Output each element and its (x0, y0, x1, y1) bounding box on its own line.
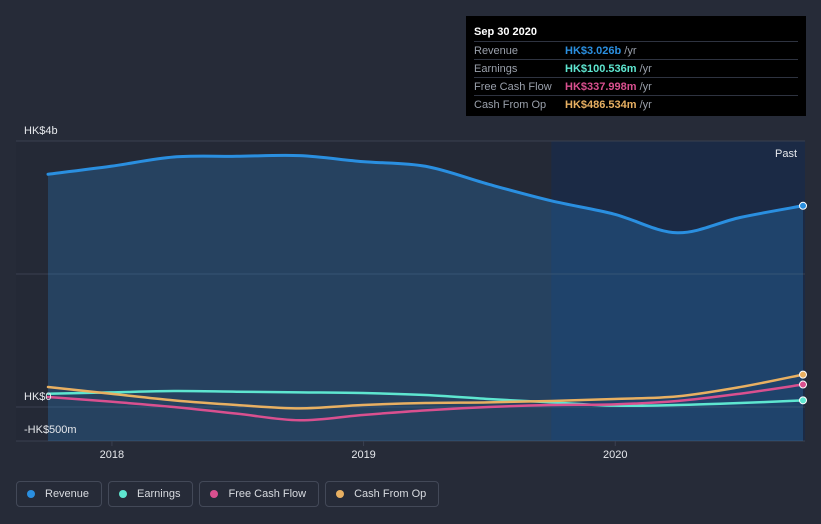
x-tick-label-2: 2020 (603, 449, 627, 461)
series-endpoint-earnings (799, 396, 807, 405)
x-tick-label-0: 2018 (100, 449, 124, 461)
tooltip-row-cash-from-op: Cash From Op HK$486.534m /yr (474, 95, 798, 113)
tooltip-unit: /yr (639, 98, 652, 111)
legend: Revenue Earnings Free Cash Flow Cash Fro… (16, 481, 440, 507)
legend-label: Revenue (45, 488, 90, 500)
tooltip-date: Sep 30 2020 (474, 26, 537, 38)
legend-label: Free Cash Flow (228, 488, 307, 500)
legend-dot-icon (210, 490, 219, 498)
series-endpoint-free-cash-flow (799, 380, 807, 389)
y-tick-label-1: HK$0 (24, 391, 52, 403)
tooltip-value: HK$337.998m (565, 80, 637, 93)
tooltip-unit: /yr (624, 44, 637, 57)
series-area-revenue (48, 155, 803, 442)
tooltip-row-revenue: Revenue HK$3.026b /yr (474, 41, 798, 59)
area-layer (48, 155, 803, 442)
tooltip-label: Free Cash Flow (474, 80, 552, 93)
tooltip-label: Earnings (474, 62, 518, 75)
y-tick-label-2: -HK$500m (24, 424, 77, 436)
x-tick-label-1: 2019 (351, 449, 375, 461)
legend-dot-icon (336, 490, 345, 498)
legend-item-cash-from-op[interactable]: Cash From Op (325, 481, 440, 507)
tooltip: Sep 30 2020 Revenue HK$3.026b /yr Earnin… (466, 16, 806, 116)
tooltip-row-free-cash-flow: Free Cash Flow HK$337.998m /yr (474, 77, 798, 95)
series-line-earnings (46, 389, 805, 408)
legend-label: Cash From Op (354, 488, 427, 500)
series-line-free-cash-flow (46, 383, 805, 422)
tooltip-label: Revenue (474, 44, 519, 57)
tooltip-row-earnings: Earnings HK$100.536m /yr (474, 59, 798, 77)
line-layer (46, 153, 807, 422)
tooltip-unit: /yr (639, 62, 652, 75)
tooltip-label: Cash From Op (474, 98, 547, 111)
legend-item-earnings[interactable]: Earnings (108, 481, 194, 507)
legend-dot-icon (27, 490, 35, 498)
tooltip-value: HK$486.534m (565, 98, 637, 111)
series-line-revenue (46, 153, 805, 235)
y-tick-label-0: HK$4b (24, 125, 58, 137)
series-endpoint-revenue (799, 201, 807, 210)
tooltip-unit: /yr (639, 80, 652, 93)
legend-label: Earnings (137, 488, 181, 500)
tick-layer: HK$4b HK$0 -HK$500m 2018 2019 2020 Past (24, 125, 797, 461)
tooltip-value: HK$3.026b (565, 44, 622, 57)
past-label: Past (775, 148, 797, 160)
series-line-cash-from-op (46, 373, 805, 410)
legend-item-free-cash-flow[interactable]: Free Cash Flow (199, 481, 320, 507)
tooltip-value: HK$100.536m (565, 62, 637, 75)
series-endpoint-cash-from-op (799, 370, 807, 379)
legend-item-revenue[interactable]: Revenue (16, 481, 103, 507)
legend-dot-icon (119, 490, 128, 498)
